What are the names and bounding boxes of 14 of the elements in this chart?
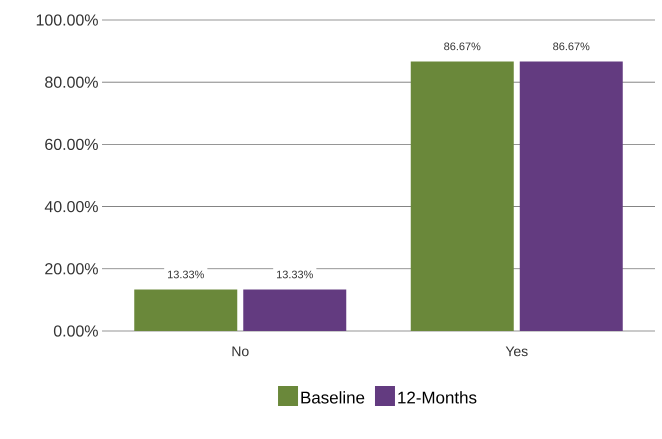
y-tick-label: 60.00% xyxy=(45,138,98,150)
data-label: 86.67% xyxy=(553,42,590,50)
data-label: 86.67% xyxy=(444,42,480,50)
x-tick-label: Yes xyxy=(506,346,528,356)
y-tick-label: 0.00% xyxy=(54,325,98,337)
y-tick-label: 20.00% xyxy=(45,263,98,274)
data-label: 13.33% xyxy=(168,270,204,278)
y-tick-label: 40.00% xyxy=(44,200,98,212)
y-tick-label: 100.00% xyxy=(36,14,98,26)
x-tick-label: No xyxy=(232,346,249,356)
y-tick-label: 80.00% xyxy=(45,76,98,88)
data-label: 13.33% xyxy=(277,270,313,278)
legend-label: 12-Months xyxy=(398,391,476,404)
legend-label: Baseline xyxy=(301,391,364,404)
